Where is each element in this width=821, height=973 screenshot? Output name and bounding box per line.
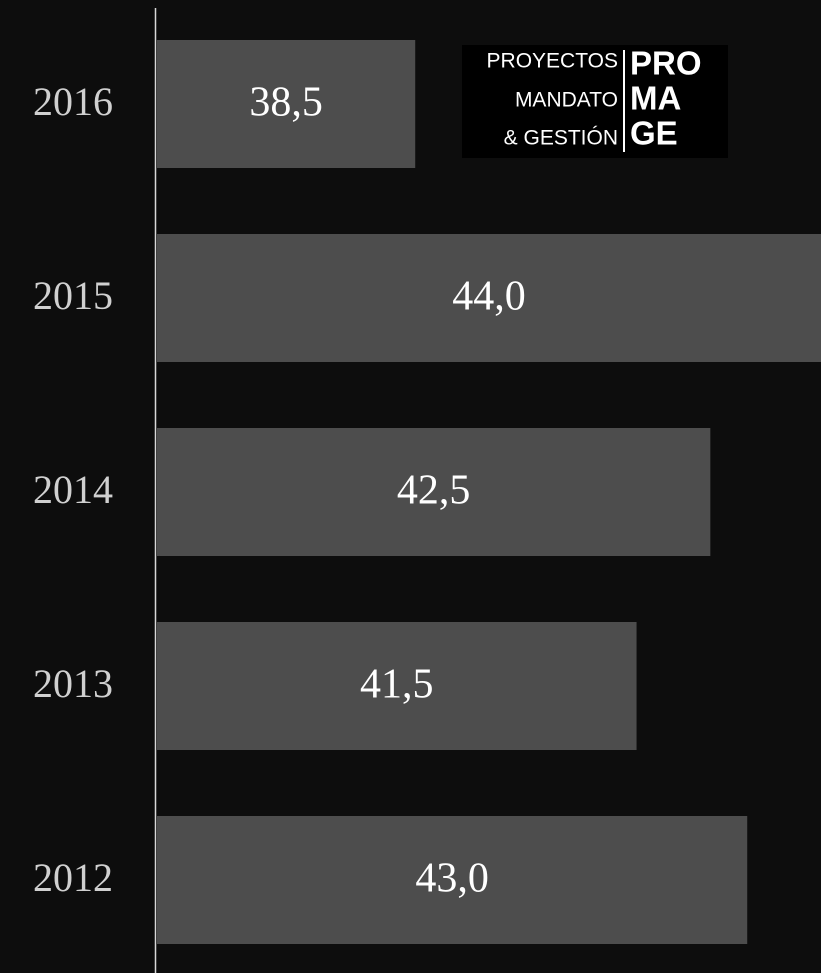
value-label: 44,0 bbox=[452, 274, 526, 320]
logo-text: & GESTIÓN bbox=[504, 127, 618, 150]
bar bbox=[157, 428, 711, 556]
category-label: 2014 bbox=[33, 467, 113, 512]
logo-mark: PRO bbox=[630, 45, 702, 82]
category-label: 2015 bbox=[33, 273, 113, 318]
bar bbox=[157, 40, 416, 168]
category-label: 2013 bbox=[33, 661, 113, 706]
value-label: 41,5 bbox=[360, 662, 434, 708]
logo-text: PROYECTOS bbox=[487, 50, 618, 73]
bar bbox=[157, 622, 637, 750]
bar bbox=[157, 234, 821, 362]
category-label: 2016 bbox=[33, 79, 113, 124]
logo-mark: GE bbox=[630, 115, 678, 152]
bar bbox=[157, 816, 748, 944]
value-label: 43,0 bbox=[415, 856, 489, 902]
category-label: 2012 bbox=[33, 855, 113, 900]
value-label: 42,5 bbox=[397, 468, 471, 514]
logo-box bbox=[462, 45, 728, 158]
logo: PROYECTOS MANDATO & GESTIÓN PRO MA GE bbox=[462, 45, 728, 158]
value-label: 38,5 bbox=[249, 80, 323, 126]
logo-text: MANDATO bbox=[515, 89, 618, 112]
logo-mark: MA bbox=[630, 80, 681, 117]
